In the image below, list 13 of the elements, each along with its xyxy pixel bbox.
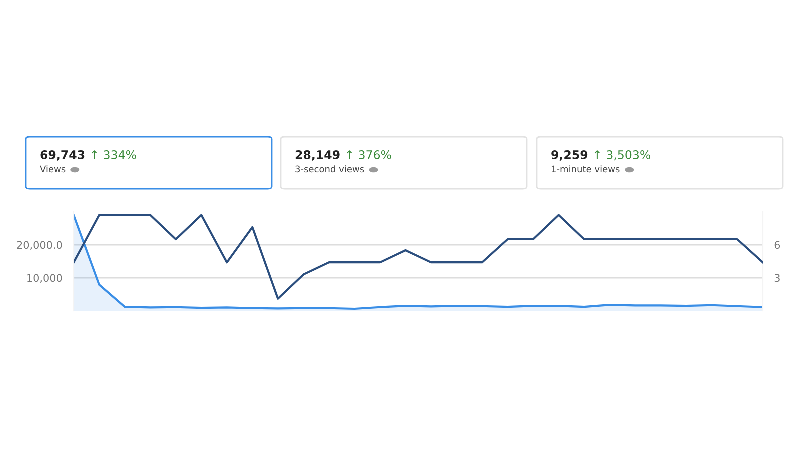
- text: 9,259: [552, 150, 588, 161]
- text: 3-second views: [296, 166, 364, 173]
- text: ↑ 3,503%: [594, 150, 651, 161]
- text: ↑ 334%: [92, 150, 136, 160]
- y2-tick-label: 3: [774, 274, 780, 282]
- text: 1-minute views: [552, 166, 620, 173]
- text: 69,743: [40, 150, 85, 161]
- y-tick-label: 20,000.0: [17, 241, 62, 250]
- y2-tick-label: 6: [774, 241, 780, 250]
- y-tick-label: 10,000: [28, 274, 62, 284]
- text: Views: [40, 166, 66, 173]
- text: 28,149: [296, 150, 340, 161]
- text: ↑ 376%: [347, 150, 392, 160]
